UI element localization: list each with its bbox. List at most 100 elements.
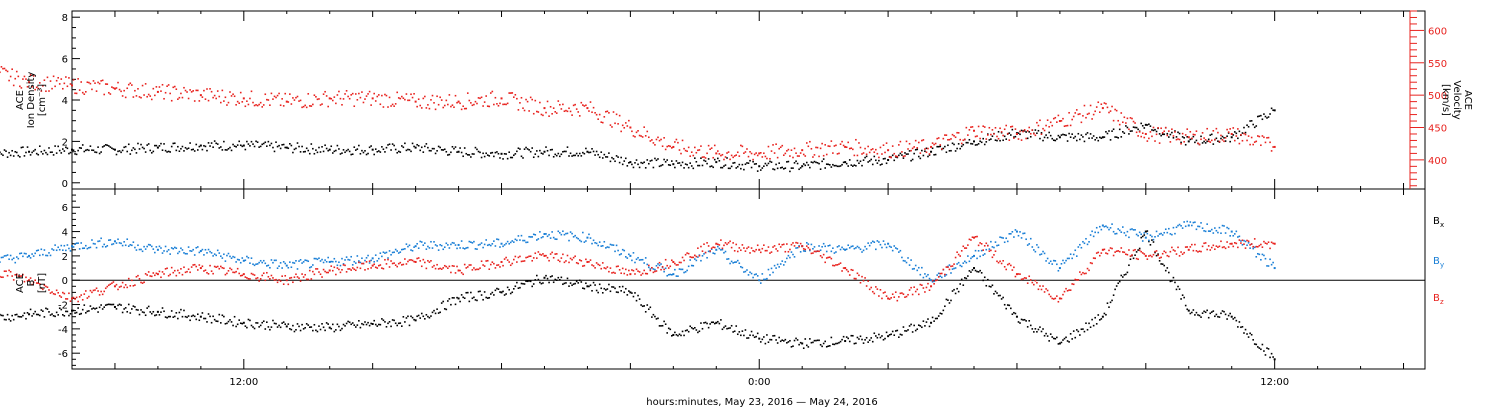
velocity-point: [963, 138, 966, 141]
density-point: [592, 150, 595, 153]
velocity-point: [402, 97, 405, 99]
density-point: [917, 155, 920, 158]
by-point: [944, 275, 946, 277]
density-point: [1177, 131, 1179, 134]
bx-point: [574, 282, 576, 285]
density-point: [11, 149, 13, 152]
density-point: [1017, 132, 1020, 134]
density-point: [439, 146, 441, 149]
by-point: [1210, 228, 1213, 231]
by-point: [1079, 243, 1081, 246]
bx-point: [928, 325, 931, 328]
bx-point: [442, 300, 445, 303]
velocity-point: [707, 144, 710, 147]
by-point: [149, 244, 152, 246]
density-point: [985, 141, 988, 143]
bz-point: [924, 291, 926, 293]
bx-point: [792, 345, 794, 347]
density-point: [634, 162, 636, 164]
bx-point: [963, 277, 966, 279]
bx-point: [218, 313, 221, 316]
by-point: [473, 240, 475, 243]
bx-point: [80, 312, 83, 315]
bx-point: [592, 281, 595, 284]
velocity-point: [321, 103, 323, 105]
by-point: [1017, 234, 1020, 237]
density-point: [388, 143, 391, 146]
velocity-point: [562, 103, 564, 106]
bx-point: [221, 314, 224, 317]
by-point: [999, 236, 1001, 238]
by-point: [902, 259, 905, 262]
bx-point: [135, 308, 138, 311]
bz-point: [930, 285, 933, 288]
by-point: [597, 244, 599, 247]
bx-point: [772, 335, 774, 337]
density-point: [871, 163, 874, 166]
by-point: [118, 242, 121, 244]
bx-point: [672, 333, 675, 336]
bx-point: [548, 281, 550, 284]
density-point: [239, 144, 242, 147]
by-point: [1220, 232, 1222, 235]
velocity-point: [1092, 113, 1095, 116]
velocity-point: [172, 86, 175, 89]
by-point: [1232, 234, 1235, 237]
bx-point: [629, 291, 632, 294]
bz-point: [34, 279, 36, 282]
velocity-point: [792, 156, 794, 159]
bz-point: [1260, 243, 1262, 246]
bx-point: [614, 287, 616, 290]
density-point: [155, 144, 158, 147]
density-point: [574, 154, 576, 157]
velocity-point: [476, 102, 478, 105]
by-point: [724, 250, 727, 253]
bx-point: [479, 290, 481, 293]
bx-point: [338, 325, 340, 328]
density-point: [1000, 131, 1003, 134]
bz-point: [181, 273, 184, 276]
bz-point: [805, 245, 808, 247]
by-point: [258, 261, 260, 264]
bz-point: [1069, 289, 1072, 291]
density-point: [928, 154, 931, 156]
bz-point: [899, 292, 902, 295]
bx-point: [319, 328, 322, 331]
density-point: [1105, 130, 1107, 133]
velocity-point: [356, 99, 359, 101]
velocity-point: [1114, 108, 1116, 111]
by-point: [1215, 229, 1218, 232]
by-point: [1166, 231, 1169, 234]
density-point: [361, 149, 363, 152]
density-point: [747, 162, 750, 164]
density-point: [210, 142, 213, 144]
bx-point: [1258, 347, 1261, 349]
velocity-point: [486, 105, 489, 107]
bz-point: [666, 264, 668, 267]
by-point: [894, 247, 897, 249]
bx-point: [132, 305, 135, 307]
bx-point: [440, 302, 443, 304]
bx-point: [842, 335, 845, 338]
by-point: [795, 247, 797, 249]
by-point: [1015, 230, 1018, 233]
by-point: [1114, 233, 1116, 235]
velocity-point: [31, 85, 33, 88]
density-point: [384, 151, 386, 153]
bx-point: [766, 334, 768, 336]
velocity-point: [219, 101, 222, 104]
velocity-point: [807, 145, 810, 148]
velocity-point: [112, 87, 115, 89]
velocity-point: [729, 158, 731, 161]
density-point: [1249, 120, 1251, 122]
bx-point: [296, 323, 299, 325]
density-point: [709, 165, 711, 168]
by-point: [35, 249, 38, 252]
bz-point: [546, 256, 549, 259]
bz-point: [1212, 244, 1215, 247]
velocity-point: [1204, 138, 1207, 141]
by-point: [494, 245, 497, 247]
by-point: [6, 254, 9, 256]
velocity-point: [181, 96, 184, 99]
bx-point: [227, 320, 230, 323]
